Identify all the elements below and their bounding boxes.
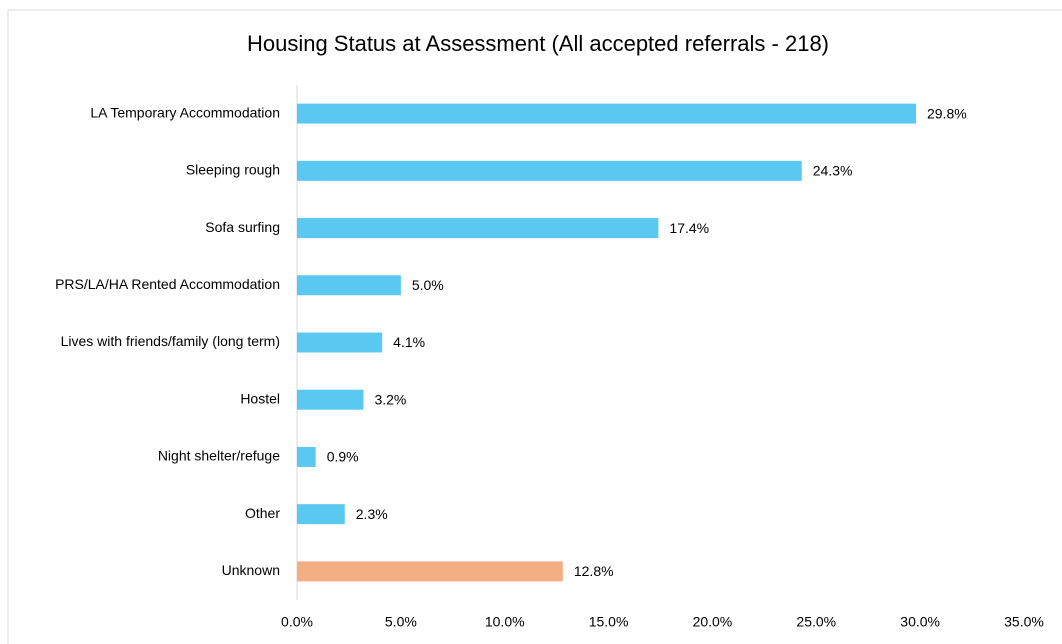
data-label: 2.3% <box>356 506 388 522</box>
data-label: 5.0% <box>412 277 444 293</box>
bar <box>297 218 659 239</box>
y-tick-label: Other <box>245 505 280 521</box>
y-tick-label: PRS/LA/HA Rented Accommodation <box>55 276 280 292</box>
y-tick-label: Night shelter/refuge <box>158 448 280 464</box>
y-tick-label: Hostel <box>240 390 280 406</box>
bar <box>297 561 563 582</box>
x-tick-label: 20.0% <box>693 614 733 630</box>
bar <box>297 389 364 410</box>
data-label: 0.9% <box>327 449 359 465</box>
data-label: 17.4% <box>669 220 709 236</box>
data-label: 3.2% <box>374 391 406 407</box>
y-tick-label: Sleeping rough <box>186 162 280 178</box>
x-tick-label: 25.0% <box>796 614 836 630</box>
data-label: 4.1% <box>393 334 425 350</box>
x-tick-label: 0.0% <box>281 614 313 630</box>
bar <box>297 332 383 353</box>
chart-title: Housing Status at Assessment (All accept… <box>247 31 829 56</box>
x-tick-label: 5.0% <box>385 614 417 630</box>
y-tick-label: Lives with friends/family (long term) <box>61 333 280 349</box>
x-tick-label: 35.0% <box>1004 614 1044 630</box>
bar <box>297 446 316 467</box>
bar <box>297 275 401 296</box>
x-tick-label: 15.0% <box>589 614 629 630</box>
bar <box>297 160 802 181</box>
y-tick-label: Sofa surfing <box>205 219 280 235</box>
y-tick-label: LA Temporary Accommodation <box>90 104 280 120</box>
data-label: 24.3% <box>813 163 853 179</box>
y-tick-label: Unknown <box>222 562 280 578</box>
bar <box>297 504 345 525</box>
data-label: 12.8% <box>574 563 614 579</box>
x-tick-label: 10.0% <box>485 614 525 630</box>
data-label: 29.8% <box>927 105 967 121</box>
bar <box>297 103 916 124</box>
x-tick-label: 30.0% <box>900 614 940 630</box>
